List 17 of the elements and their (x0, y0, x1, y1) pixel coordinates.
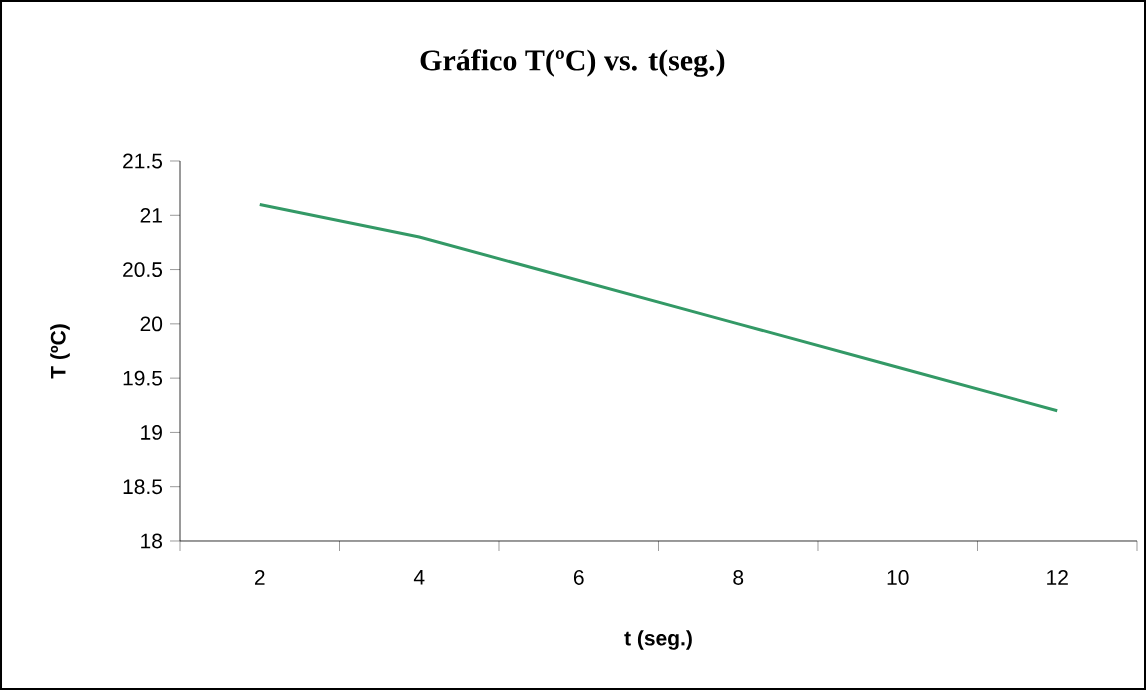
x-tick-label: 4 (413, 570, 425, 585)
y-tick-label: 19 (141, 425, 162, 440)
y-tick-label: 21 (140, 207, 162, 223)
chart-title: Gráfico T(ºC) vs. t(seg.) (420, 49, 725, 77)
x-tick-label: 8 (733, 570, 744, 585)
y-tick-label: 19.5 (123, 370, 163, 386)
x-tick-label: 6 (573, 570, 584, 585)
x-tick-label: 10 (887, 570, 909, 585)
y-tick-label: 20 (140, 316, 163, 332)
x-tick-label: 2 (254, 570, 265, 585)
y-tick-label: 21.5 (123, 153, 163, 169)
y-axis-title: T (ºC) (50, 324, 70, 379)
x-tick-label: 12 (1047, 570, 1068, 585)
y-tick-label: 18.5 (123, 479, 163, 495)
y-tick-label: 18 (141, 533, 163, 549)
y-tick-label: 20.5 (123, 262, 163, 278)
x-axis-title: t (seg.) (624, 630, 692, 650)
